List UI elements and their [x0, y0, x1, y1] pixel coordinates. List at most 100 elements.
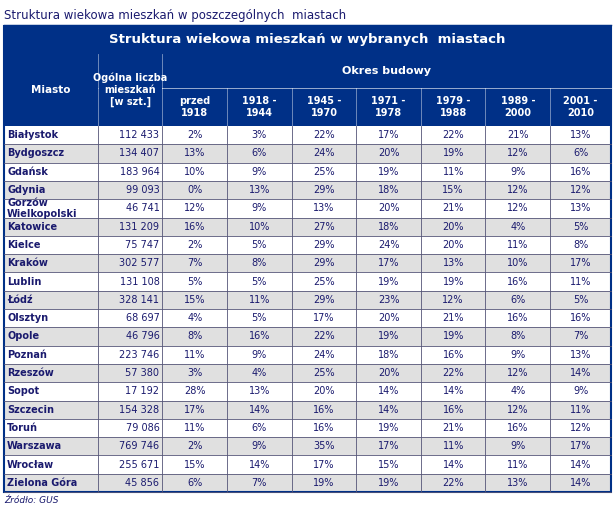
Bar: [4, 236, 611, 254]
Text: 9%: 9%: [510, 441, 525, 451]
Text: 19%: 19%: [378, 478, 399, 488]
Text: 14%: 14%: [570, 478, 591, 488]
Text: 46 741: 46 741: [125, 204, 159, 213]
Text: 27%: 27%: [313, 222, 335, 232]
Text: 99 093: 99 093: [125, 185, 159, 195]
Text: 22%: 22%: [313, 130, 335, 140]
Text: 16%: 16%: [313, 423, 335, 433]
Text: 6%: 6%: [252, 149, 267, 158]
Text: Szczecin: Szczecin: [7, 405, 54, 415]
Text: 16%: 16%: [184, 222, 205, 232]
Text: 35%: 35%: [313, 441, 335, 451]
Text: Sopot: Sopot: [7, 387, 39, 396]
Text: 0%: 0%: [187, 185, 202, 195]
Text: 12%: 12%: [507, 368, 528, 378]
Bar: [4, 419, 611, 437]
Text: 17%: 17%: [313, 313, 335, 323]
Text: 1979 -
1988: 1979 - 1988: [436, 96, 470, 118]
Text: Toruń: Toruń: [7, 423, 38, 433]
Text: 19%: 19%: [442, 332, 464, 341]
Text: 17 192: 17 192: [125, 387, 159, 396]
Text: 13%: 13%: [570, 350, 591, 360]
Text: 1989 -
2000: 1989 - 2000: [501, 96, 535, 118]
Text: 255 671: 255 671: [119, 460, 159, 470]
Text: 11%: 11%: [184, 423, 205, 433]
Text: 10%: 10%: [507, 258, 528, 268]
Text: 46 796: 46 796: [125, 332, 159, 341]
Text: 6%: 6%: [510, 295, 525, 305]
Text: 4%: 4%: [252, 368, 267, 378]
Text: 134 407: 134 407: [119, 149, 159, 158]
Text: Warszawa: Warszawa: [7, 441, 62, 451]
Text: 11%: 11%: [507, 460, 528, 470]
Text: 22%: 22%: [442, 478, 464, 488]
Text: 22%: 22%: [442, 368, 464, 378]
Text: 3%: 3%: [187, 368, 202, 378]
Text: 1918 -
1944: 1918 - 1944: [242, 96, 277, 118]
Text: 9%: 9%: [510, 167, 525, 177]
Text: 16%: 16%: [507, 277, 528, 286]
Text: 19%: 19%: [378, 277, 399, 286]
Text: 13%: 13%: [313, 204, 335, 213]
Text: 12%: 12%: [569, 423, 591, 433]
Text: 4%: 4%: [187, 313, 202, 323]
Text: 20%: 20%: [442, 222, 464, 232]
Text: 19%: 19%: [442, 149, 464, 158]
Text: 2%: 2%: [187, 130, 202, 140]
Text: 11%: 11%: [570, 405, 591, 415]
Text: 19%: 19%: [442, 277, 464, 286]
Text: 29%: 29%: [313, 258, 335, 268]
Text: 21%: 21%: [442, 204, 464, 213]
Text: 13%: 13%: [507, 478, 528, 488]
Text: 1945 -
1970: 1945 - 1970: [307, 96, 341, 118]
Text: 1971 -
1978: 1971 - 1978: [371, 96, 406, 118]
Text: 20%: 20%: [378, 368, 399, 378]
Text: 5%: 5%: [252, 277, 267, 286]
Text: 10%: 10%: [248, 222, 270, 232]
Text: 12%: 12%: [569, 185, 591, 195]
Text: 13%: 13%: [248, 185, 270, 195]
Text: 14%: 14%: [442, 387, 464, 396]
Text: 8%: 8%: [573, 240, 588, 250]
Text: 223 746: 223 746: [119, 350, 159, 360]
Text: Gdańsk: Gdańsk: [7, 167, 48, 177]
Text: 75 747: 75 747: [125, 240, 159, 250]
Text: 25%: 25%: [313, 167, 335, 177]
Text: 25%: 25%: [313, 277, 335, 286]
Bar: [4, 474, 611, 492]
Bar: [4, 26, 611, 54]
Text: 7%: 7%: [252, 478, 267, 488]
Text: 9%: 9%: [252, 441, 267, 451]
Text: 15%: 15%: [184, 295, 205, 305]
Text: 4%: 4%: [510, 387, 525, 396]
Text: przed
1918: przed 1918: [179, 96, 210, 118]
Text: Łódź: Łódź: [7, 295, 33, 305]
Text: 24%: 24%: [378, 240, 399, 250]
Bar: [4, 144, 611, 162]
Text: 15%: 15%: [184, 460, 205, 470]
Text: 29%: 29%: [313, 185, 335, 195]
Text: 24%: 24%: [313, 350, 335, 360]
Text: 14%: 14%: [248, 460, 270, 470]
Text: 20%: 20%: [313, 387, 335, 396]
Text: 20%: 20%: [442, 240, 464, 250]
Text: 11%: 11%: [507, 240, 528, 250]
Text: 8%: 8%: [252, 258, 267, 268]
Text: 5%: 5%: [252, 313, 267, 323]
Text: 11%: 11%: [442, 441, 464, 451]
Text: 13%: 13%: [248, 387, 270, 396]
Text: 12%: 12%: [507, 149, 528, 158]
Bar: [4, 199, 611, 217]
Text: 21%: 21%: [507, 130, 528, 140]
Bar: [4, 254, 611, 272]
Bar: [4, 437, 611, 455]
Text: 3%: 3%: [252, 130, 267, 140]
Text: 22%: 22%: [313, 332, 335, 341]
Text: 2%: 2%: [187, 240, 202, 250]
Text: 19%: 19%: [313, 478, 335, 488]
Bar: [4, 382, 611, 400]
Text: 11%: 11%: [570, 277, 591, 286]
Text: 14%: 14%: [442, 460, 464, 470]
Bar: [4, 400, 611, 419]
Text: Struktura wiekowa mieszkań w wybranych  miastach: Struktura wiekowa mieszkań w wybranych m…: [109, 33, 506, 46]
